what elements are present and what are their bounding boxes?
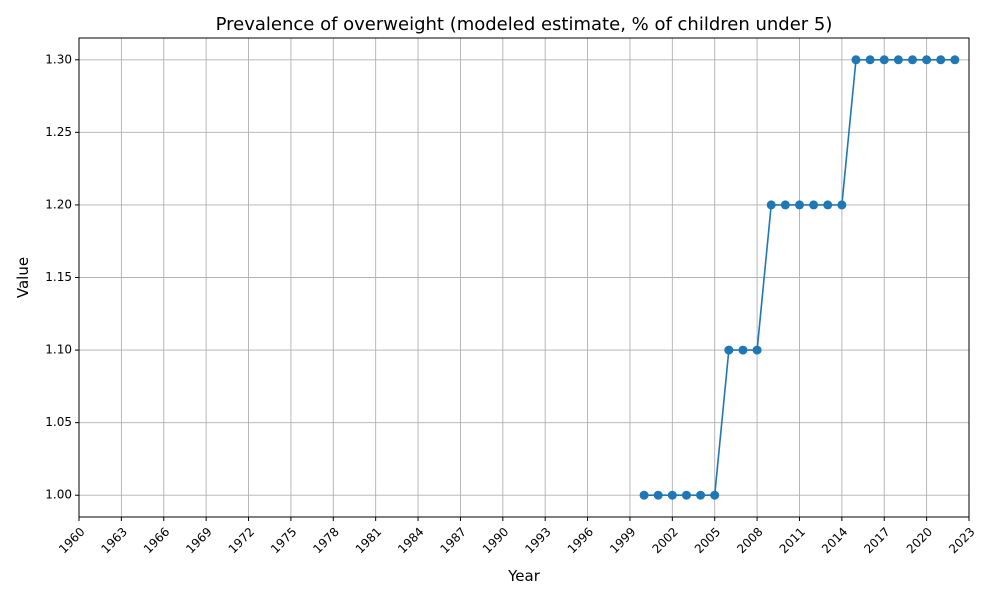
- data-point: [936, 55, 946, 65]
- data-point: [865, 55, 875, 65]
- y-axis: 1.00 1.05 1.10 1.15 1.20 1.25 1.30: [45, 52, 79, 502]
- x-tick-label: 1969: [183, 525, 214, 556]
- data-point: [879, 55, 889, 65]
- x-tick-label: 2011: [777, 525, 808, 556]
- y-tick-label: 1.30: [45, 52, 72, 66]
- x-tick-label: 1975: [268, 525, 299, 556]
- data-point: [837, 200, 847, 210]
- x-tick-label: 1984: [395, 525, 426, 556]
- x-tick-label: 2014: [819, 525, 850, 556]
- chart-title: Prevalence of overweight (modeled estima…: [216, 14, 833, 35]
- x-tick-label: 2005: [692, 525, 723, 556]
- x-tick-label: 2023: [946, 525, 977, 556]
- x-tick-label: 1993: [522, 525, 553, 556]
- x-tick-label: 2002: [649, 525, 680, 556]
- data-point: [766, 200, 776, 210]
- x-tick-label: 1990: [480, 525, 511, 556]
- data-point: [710, 490, 720, 500]
- grid: [78, 38, 970, 517]
- y-tick-label: 1.25: [45, 125, 72, 139]
- data-point: [893, 55, 903, 65]
- y-tick-label: 1.15: [45, 270, 72, 284]
- data-point: [922, 55, 932, 65]
- data-point: [738, 345, 748, 355]
- x-tick-label: 1960: [56, 525, 87, 556]
- data-point: [780, 200, 790, 210]
- x-tick-label: 2017: [861, 525, 892, 556]
- x-tick-label: 1972: [226, 525, 257, 556]
- data-point: [724, 345, 734, 355]
- data-point: [653, 490, 663, 500]
- x-tick-label: 1966: [141, 525, 172, 556]
- y-tick-label: 1.10: [45, 343, 72, 357]
- x-axis-label: Year: [507, 567, 541, 585]
- series-layer: [639, 55, 960, 500]
- data-point: [809, 200, 819, 210]
- data-point: [752, 345, 762, 355]
- y-axis-label: Value: [14, 257, 32, 298]
- data-point: [667, 490, 677, 500]
- data-point: [907, 55, 917, 65]
- data-point: [823, 200, 833, 210]
- y-tick-label: 1.00: [45, 488, 72, 502]
- x-tick-label: 1996: [565, 525, 596, 556]
- x-tick-label: 1978: [310, 525, 341, 556]
- data-point: [851, 55, 861, 65]
- data-point: [950, 55, 960, 65]
- x-tick-label: 1987: [438, 525, 469, 556]
- data-point: [639, 490, 649, 500]
- x-tick-label: 1981: [353, 525, 384, 556]
- x-axis: 1960 1963 1966 1969 1972 1975 1978 1981 1984 1987…: [56, 517, 978, 556]
- data-point: [794, 200, 804, 210]
- data-point: [696, 490, 706, 500]
- x-tick-label: 1999: [607, 525, 638, 556]
- x-tick-label: 1963: [98, 525, 129, 556]
- y-tick-label: 1.20: [45, 197, 72, 211]
- data-point: [681, 490, 691, 500]
- x-tick-label: 2020: [904, 525, 935, 556]
- x-tick-label: 2008: [734, 525, 765, 556]
- y-tick-label: 1.05: [45, 415, 72, 429]
